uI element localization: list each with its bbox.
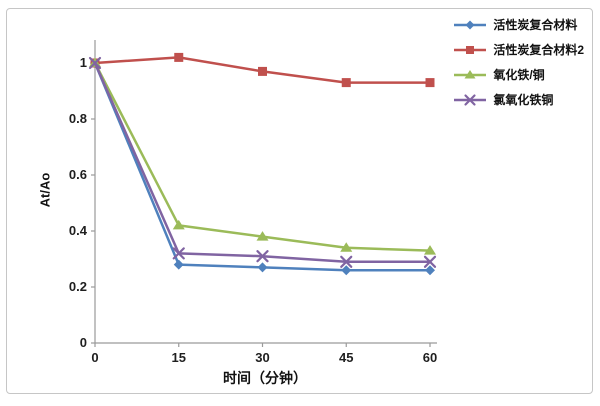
legend-marker-square — [454, 45, 487, 54]
triangle-marker — [256, 231, 269, 241]
triangle-marker — [172, 219, 185, 230]
legend-marker-x — [454, 93, 487, 106]
legend-label: 氧化铁/铜 — [493, 68, 545, 82]
triangle-marker — [340, 242, 353, 252]
y-tick-label: 0.8 — [69, 111, 87, 126]
series-line — [93, 61, 432, 252]
legend-glyph — [465, 20, 475, 29]
square-marker — [258, 66, 267, 76]
x-tick-label: 0 — [91, 350, 98, 365]
square-marker — [466, 45, 475, 54]
y-axis-title: At/Ao — [37, 172, 53, 208]
y-tick-label: 1 — [80, 55, 87, 70]
legend-label: 氯氧化铁铜 — [493, 93, 554, 107]
y-tick-label: 0.2 — [69, 279, 87, 294]
legend-marker-triangle — [454, 69, 487, 78]
x-marker — [464, 93, 476, 106]
x-marker — [172, 247, 185, 260]
y-tick-label: 0.6 — [69, 167, 87, 182]
legend-item-series-3: 氧化铁/铜 — [453, 62, 584, 87]
x-marker — [256, 250, 269, 263]
square-marker — [341, 78, 351, 88]
diamond-marker — [465, 20, 475, 29]
x-marker — [88, 56, 102, 70]
x-marker — [423, 255, 437, 268]
x-tick-label: 60 — [423, 350, 437, 365]
legend-item-series-2: 活性炭复合材料2 — [453, 37, 584, 62]
square-marker — [425, 78, 435, 88]
series-3 — [89, 57, 436, 255]
legend-label: 活性炭复合材料 — [493, 18, 578, 32]
diamond-marker — [425, 265, 435, 276]
legend-item-series-4: 氯氧化铁铜 — [453, 87, 584, 112]
square-marker — [174, 52, 184, 62]
series-2 — [90, 52, 435, 88]
diamond-marker — [341, 265, 352, 276]
x-axis-title: 时间（分钟） — [223, 370, 307, 386]
x-marker — [340, 255, 353, 268]
x-tick-label: 45 — [339, 350, 353, 365]
diamond-marker — [257, 262, 268, 273]
triangle-marker — [464, 69, 476, 78]
legend-glyph — [464, 69, 476, 78]
y-tick-label: 0 — [80, 335, 87, 350]
x-tick-label: 15 — [172, 350, 186, 365]
legend-glyph — [464, 93, 476, 106]
legend-glyph — [466, 45, 475, 54]
triangle-marker — [424, 245, 436, 255]
series-4 — [88, 56, 437, 268]
legend: 活性炭复合材料 活性炭复合材料2 氧化铁/铜 氯氧化铁铜 — [453, 12, 584, 112]
y-tick-label: 0.4 — [69, 223, 88, 238]
legend-marker-diamond — [454, 20, 487, 29]
diamond-marker — [173, 259, 184, 270]
legend-item-series-1: 活性炭复合材料 — [453, 12, 584, 37]
x-tick-label: 30 — [255, 350, 269, 365]
legend-label: 活性炭复合材料2 — [493, 43, 584, 57]
